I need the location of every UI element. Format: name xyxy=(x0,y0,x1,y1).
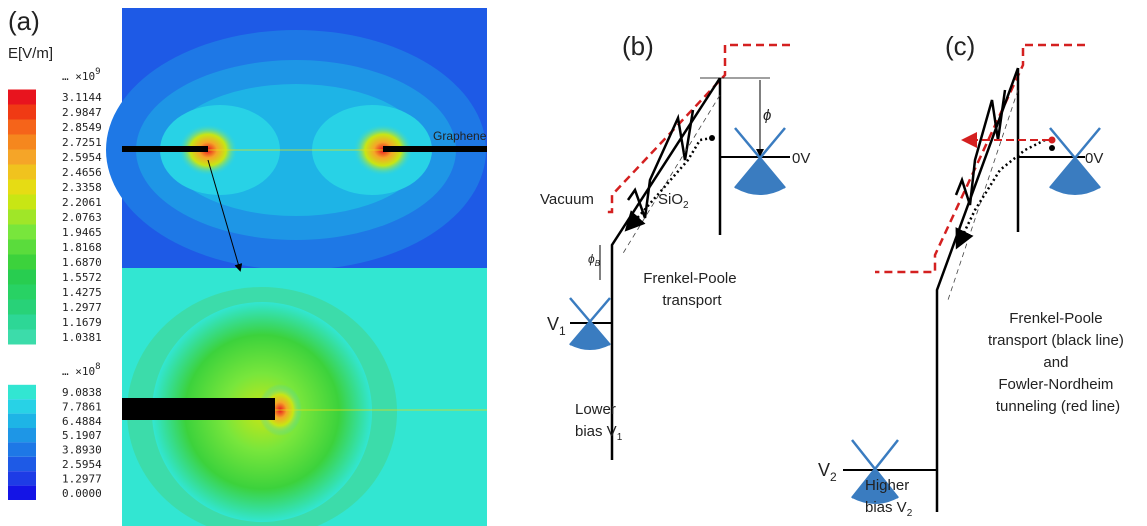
scale-level: 2.3358 xyxy=(62,181,102,194)
figure: (a) E[V/m] … ×1093.11442.98472.85492.725… xyxy=(0,0,1147,526)
color-swatch xyxy=(8,135,36,150)
scale-level: 9.0838 xyxy=(62,386,102,399)
color-swatch xyxy=(8,105,36,120)
scale-level: 1.1679 xyxy=(62,316,102,329)
color-swatch xyxy=(8,195,36,210)
oxide-text: SiO xyxy=(658,191,683,208)
unit-label: E[V/m] xyxy=(8,45,53,62)
scale-level: 2.8549 xyxy=(62,121,102,134)
scale-level: 2.2061 xyxy=(62,196,102,209)
color-swatch xyxy=(8,165,36,180)
line: transport xyxy=(662,292,722,309)
line: bias V xyxy=(865,499,907,516)
color-swatch xyxy=(8,385,36,399)
caption: Lower bias V1 xyxy=(575,401,623,443)
bias-text: V xyxy=(818,460,830,480)
panel-c: (c) 0V V2 Frenkel-Poole transport (black… xyxy=(818,31,1128,519)
graphene-label: Graphene xyxy=(433,129,487,143)
scale-multiplier: … ×108 xyxy=(62,362,101,378)
scale-multiplier: … ×109 xyxy=(62,67,101,83)
color-swatch xyxy=(8,90,36,105)
scale-level: 1.2977 xyxy=(62,472,102,485)
exponent: 8 xyxy=(95,362,100,372)
ground-label: 0V xyxy=(1085,150,1103,167)
scale-level: 1.2977 xyxy=(62,301,102,314)
color-swatch xyxy=(8,210,36,225)
mechanism-text: Frenkel-Poole transport xyxy=(643,270,741,309)
scale-level: 2.5954 xyxy=(62,151,102,164)
bias-label: V1 xyxy=(547,314,566,338)
color-swatch xyxy=(8,285,36,300)
color-swatch xyxy=(8,330,36,345)
color-swatch xyxy=(8,300,36,315)
barrier-b-label: ϕB xyxy=(588,252,601,268)
color-swatch xyxy=(8,414,36,428)
line: transport (black line) xyxy=(988,332,1124,349)
color-swatch xyxy=(8,428,36,442)
sub: 1 xyxy=(617,432,623,443)
line: Lower xyxy=(575,401,616,418)
scale-level: 5.1907 xyxy=(62,429,102,442)
color-swatch xyxy=(8,471,36,485)
line: bias V xyxy=(575,423,617,440)
color-swatch xyxy=(8,315,36,330)
barrier-b-sub: B xyxy=(595,259,601,268)
line: tunneling (red line) xyxy=(996,398,1120,415)
ground-label: 0V xyxy=(792,150,810,167)
color-swatch xyxy=(8,270,36,285)
bias-text: V xyxy=(547,314,559,334)
sub: 2 xyxy=(907,508,913,519)
scale-level: 3.8930 xyxy=(62,444,102,457)
scale-level: 2.4656 xyxy=(62,166,102,179)
color-swatch xyxy=(8,120,36,135)
exponent: 9 xyxy=(95,67,100,77)
scale-level: 2.5954 xyxy=(62,458,102,471)
scale-level: 1.6870 xyxy=(62,256,102,269)
colorbar: … ×1093.11442.98472.85492.72512.59542.46… xyxy=(8,67,102,500)
scale-level: 2.7251 xyxy=(62,136,102,149)
scale-level: 1.8168 xyxy=(62,241,102,254)
bias-label: V2 xyxy=(818,460,837,484)
panel-label: (a) xyxy=(8,6,40,36)
color-swatch xyxy=(8,255,36,270)
bias-sub: 1 xyxy=(559,324,566,338)
panel-label: (c) xyxy=(945,31,975,61)
line: Frenkel-Poole xyxy=(643,270,736,287)
color-swatch xyxy=(8,457,36,471)
prefix: … ×10 xyxy=(62,70,95,83)
line: Fowler-Nordheim xyxy=(998,376,1113,393)
panel-label: (b) xyxy=(622,31,654,61)
scale-level: 1.9465 xyxy=(62,226,102,239)
color-swatch xyxy=(8,442,36,456)
vacuum-label: Vacuum xyxy=(540,191,594,208)
oxide-sub: 2 xyxy=(683,200,689,211)
scale-level: 3.1144 xyxy=(62,91,102,104)
scale-level: 2.9847 xyxy=(62,106,102,119)
prefix: … ×10 xyxy=(62,365,95,378)
field-map-top: Graphene xyxy=(106,8,487,270)
scale-level: 1.0381 xyxy=(62,331,102,344)
scale-level: 1.5572 xyxy=(62,271,102,284)
color-swatch xyxy=(8,399,36,413)
color-swatch xyxy=(8,150,36,165)
line: Frenkel-Poole xyxy=(1009,310,1102,327)
color-swatch xyxy=(8,240,36,255)
scale-level: 2.0763 xyxy=(62,211,102,224)
line: Higher xyxy=(865,477,909,494)
mechanism-text: Frenkel-Poole transport (black line) and… xyxy=(988,310,1128,415)
scale-level: 6.4884 xyxy=(62,415,102,428)
oxide-label: SiO2 xyxy=(658,191,689,211)
scale-level: 1.4275 xyxy=(62,286,102,299)
color-swatch xyxy=(8,225,36,240)
color-swatch xyxy=(8,180,36,195)
color-swatch xyxy=(8,486,36,500)
barrier-label: ϕ xyxy=(763,107,771,124)
panel-b: (b) Vacuum SiO2 ϕ ϕB 0V V1 Frenkel-Poole… xyxy=(540,31,810,460)
bias-sub: 2 xyxy=(830,470,837,484)
line: and xyxy=(1043,354,1068,371)
scale-level: 7.7861 xyxy=(62,400,102,413)
scale-level: 0.0000 xyxy=(62,487,102,500)
